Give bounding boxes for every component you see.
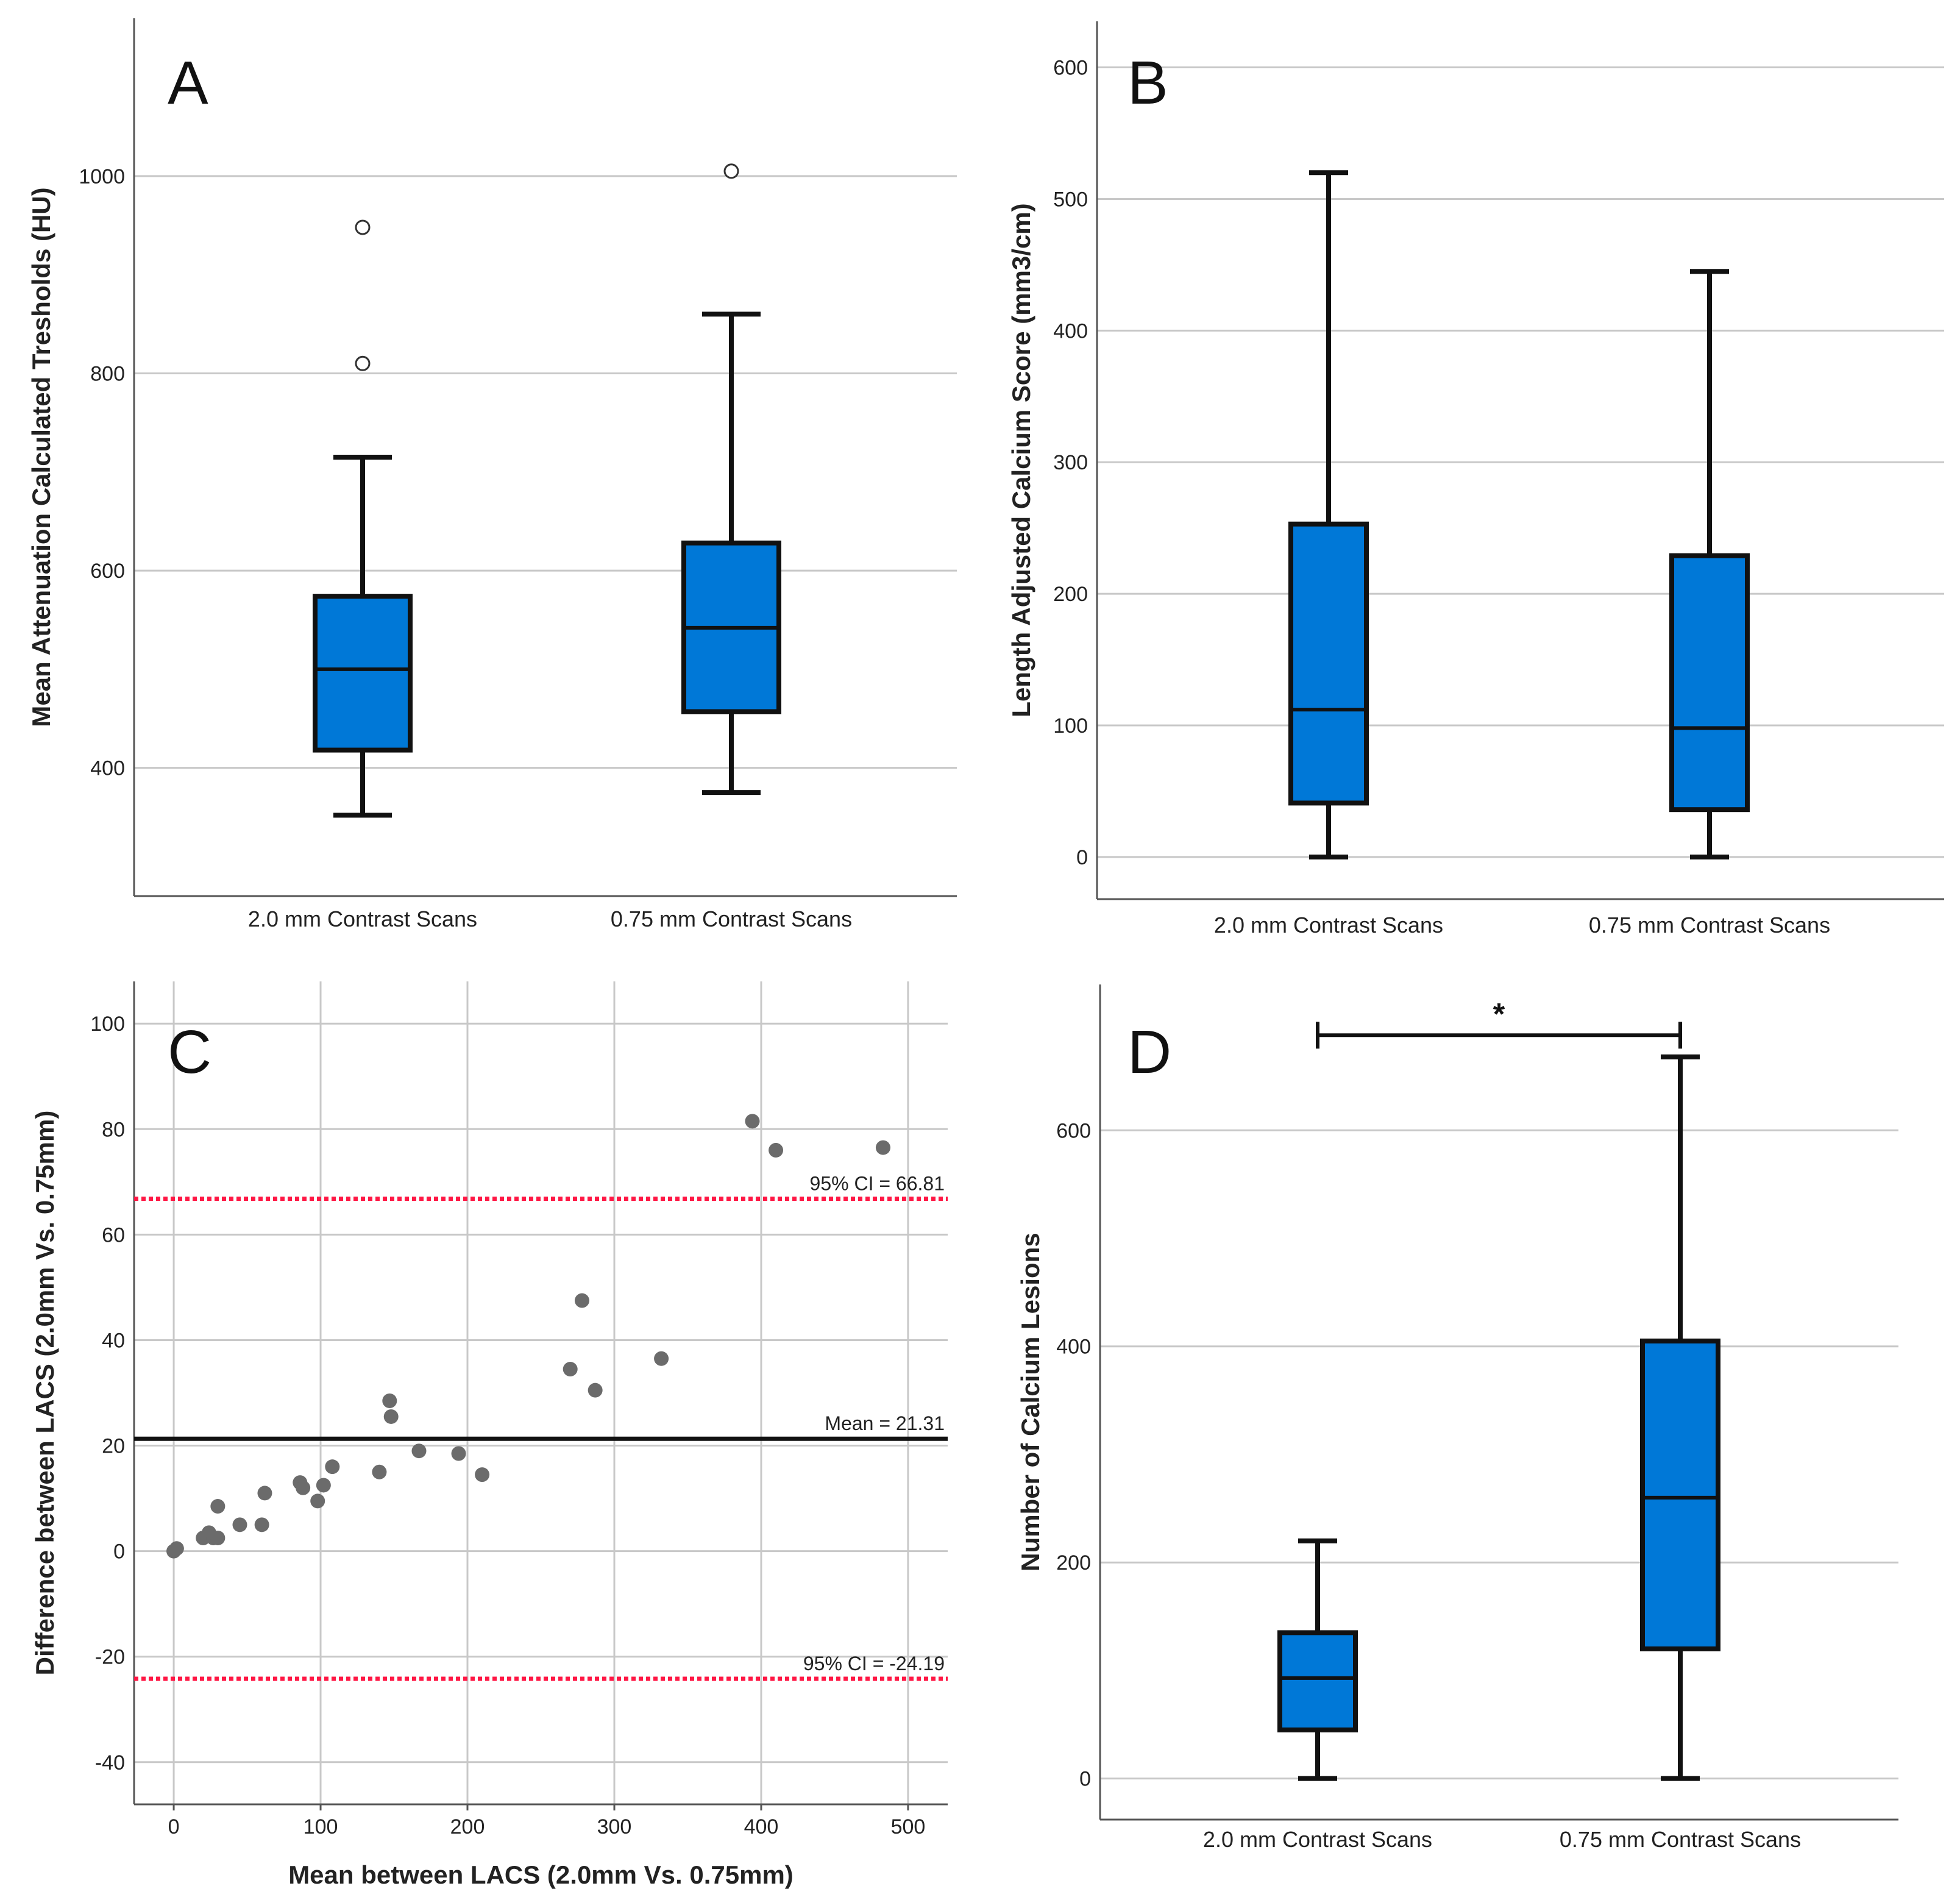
iqr-box [313, 594, 413, 753]
y-tick-label: 200 [1056, 1551, 1091, 1575]
y-tick-label: 400 [1053, 319, 1088, 343]
y-axis-label: Number of Calcium Lesions [1016, 1233, 1045, 1571]
data-point [325, 1459, 340, 1475]
outlier-point [355, 355, 371, 371]
panel-c: -40 -20 0 20 40 60 80 100 0 100 200 300 400 500 C Diffe… [30, 981, 948, 1889]
data-point [232, 1517, 247, 1532]
data-point [769, 1142, 784, 1158]
category-label: 2.0 mm Contrast Scans [1203, 1827, 1432, 1852]
x-tick-label: 200 [450, 1815, 485, 1838]
box-plot-2 [1669, 269, 1750, 860]
data-point [310, 1493, 325, 1509]
y-tick-label: 0 [1079, 1768, 1091, 1791]
panel-d: 0 200 400 600 D Number of Calcium Lesions 2.0 … [1016, 984, 1898, 1852]
category-label: 2.0 mm Contrast Scans [1214, 913, 1443, 938]
data-point [475, 1467, 490, 1482]
iqr-box [1640, 1338, 1720, 1651]
y-tick-label: 60 [102, 1223, 125, 1247]
box-plot-1 [313, 219, 413, 818]
data-point [411, 1443, 427, 1459]
outlier-point [723, 163, 739, 179]
data-point [451, 1446, 466, 1461]
box-plot-2 [1640, 1054, 1720, 1781]
data-point [210, 1530, 225, 1545]
box-plot-1 [1288, 170, 1369, 860]
data-point [372, 1464, 387, 1479]
y-tick-label: 400 [1056, 1336, 1091, 1359]
y-tick-label: 20 [102, 1435, 125, 1458]
data-point [254, 1517, 269, 1532]
outlier-point [355, 219, 371, 235]
y-axis-label: Length Adjusted Calcium Score (mm3/cm) [1007, 203, 1035, 717]
mean-label: Mean = 21.31 [825, 1412, 945, 1434]
y-tick-label: 1000 [79, 165, 125, 188]
x-axis-label: Mean between LACS (2.0mm Vs. 0.75mm) [288, 1860, 794, 1889]
data-point [574, 1293, 589, 1308]
y-tick-label: 40 [102, 1329, 125, 1352]
data-point [875, 1140, 890, 1155]
category-label: 0.75 mm Contrast Scans [611, 906, 852, 931]
x-tick-label: 500 [891, 1815, 926, 1838]
iqr-box [1288, 521, 1369, 806]
data-point [654, 1351, 669, 1366]
y-tick-label: 100 [1053, 714, 1088, 738]
data-point [316, 1478, 331, 1493]
y-axis-label: Mean Attenuation Calculated Tresholds (H… [27, 187, 55, 727]
y-tick-label: 0 [1076, 846, 1088, 869]
data-point [169, 1541, 184, 1556]
y-tick-label: -40 [95, 1751, 125, 1774]
panel-a: 400 600 800 1000 A Mean Attenuation Calculate… [27, 18, 957, 931]
category-label: 0.75 mm Contrast Scans [1560, 1827, 1801, 1852]
data-point [296, 1480, 311, 1495]
scatter-points [166, 1114, 890, 1559]
y-tick-label: 600 [90, 560, 125, 583]
data-point [745, 1114, 760, 1129]
y-tick-label: 100 [90, 1013, 125, 1036]
x-tick-label: 100 [304, 1815, 338, 1838]
box-plot-1 [1277, 1538, 1358, 1781]
y-tick-label: 600 [1053, 57, 1088, 80]
data-point [210, 1499, 225, 1514]
data-point [563, 1362, 578, 1377]
ci-limit-label: 95% CI = 66.81 [810, 1172, 945, 1194]
significance-bracket: * [1316, 997, 1682, 1049]
panel-b: 0 100 200 300 400 500 600 B Length Adjusted Calc… [1007, 21, 1944, 938]
iqr-box [1669, 553, 1750, 813]
significance-marker: * [1493, 997, 1505, 1031]
data-point [257, 1486, 272, 1501]
y-tick-label: 80 [102, 1118, 125, 1141]
data-point [383, 1409, 399, 1424]
y-tick-label: 600 [1056, 1119, 1091, 1142]
category-label: 2.0 mm Contrast Scans [248, 906, 477, 931]
y-tick-label: 0 [113, 1540, 125, 1564]
y-tick-label: 500 [1053, 188, 1088, 211]
y-tick-label: 300 [1053, 451, 1088, 474]
data-point [382, 1393, 397, 1408]
iqr-box [1277, 1630, 1358, 1732]
box-plot-2 [681, 163, 781, 795]
y-tick-label: 400 [90, 757, 125, 780]
category-label: 0.75 mm Contrast Scans [1589, 913, 1830, 938]
ci-limit-label: 95% CI = -24.19 [803, 1653, 945, 1675]
x-tick-label: 400 [744, 1815, 779, 1838]
y-tick-label: 800 [90, 362, 125, 385]
y-tick-label: 200 [1053, 583, 1088, 606]
x-tick-label: 300 [597, 1815, 632, 1838]
y-tick-label: -20 [95, 1646, 125, 1669]
panel-letter: C [168, 1018, 211, 1086]
panel-letter: A [168, 49, 208, 117]
y-axis-label: Difference between LACS (2.0mm Vs. 0.75m… [30, 1111, 59, 1676]
data-point [588, 1383, 603, 1398]
panel-letter: D [1127, 1018, 1171, 1086]
panel-letter: B [1127, 49, 1168, 117]
x-tick-label: 0 [168, 1815, 180, 1838]
